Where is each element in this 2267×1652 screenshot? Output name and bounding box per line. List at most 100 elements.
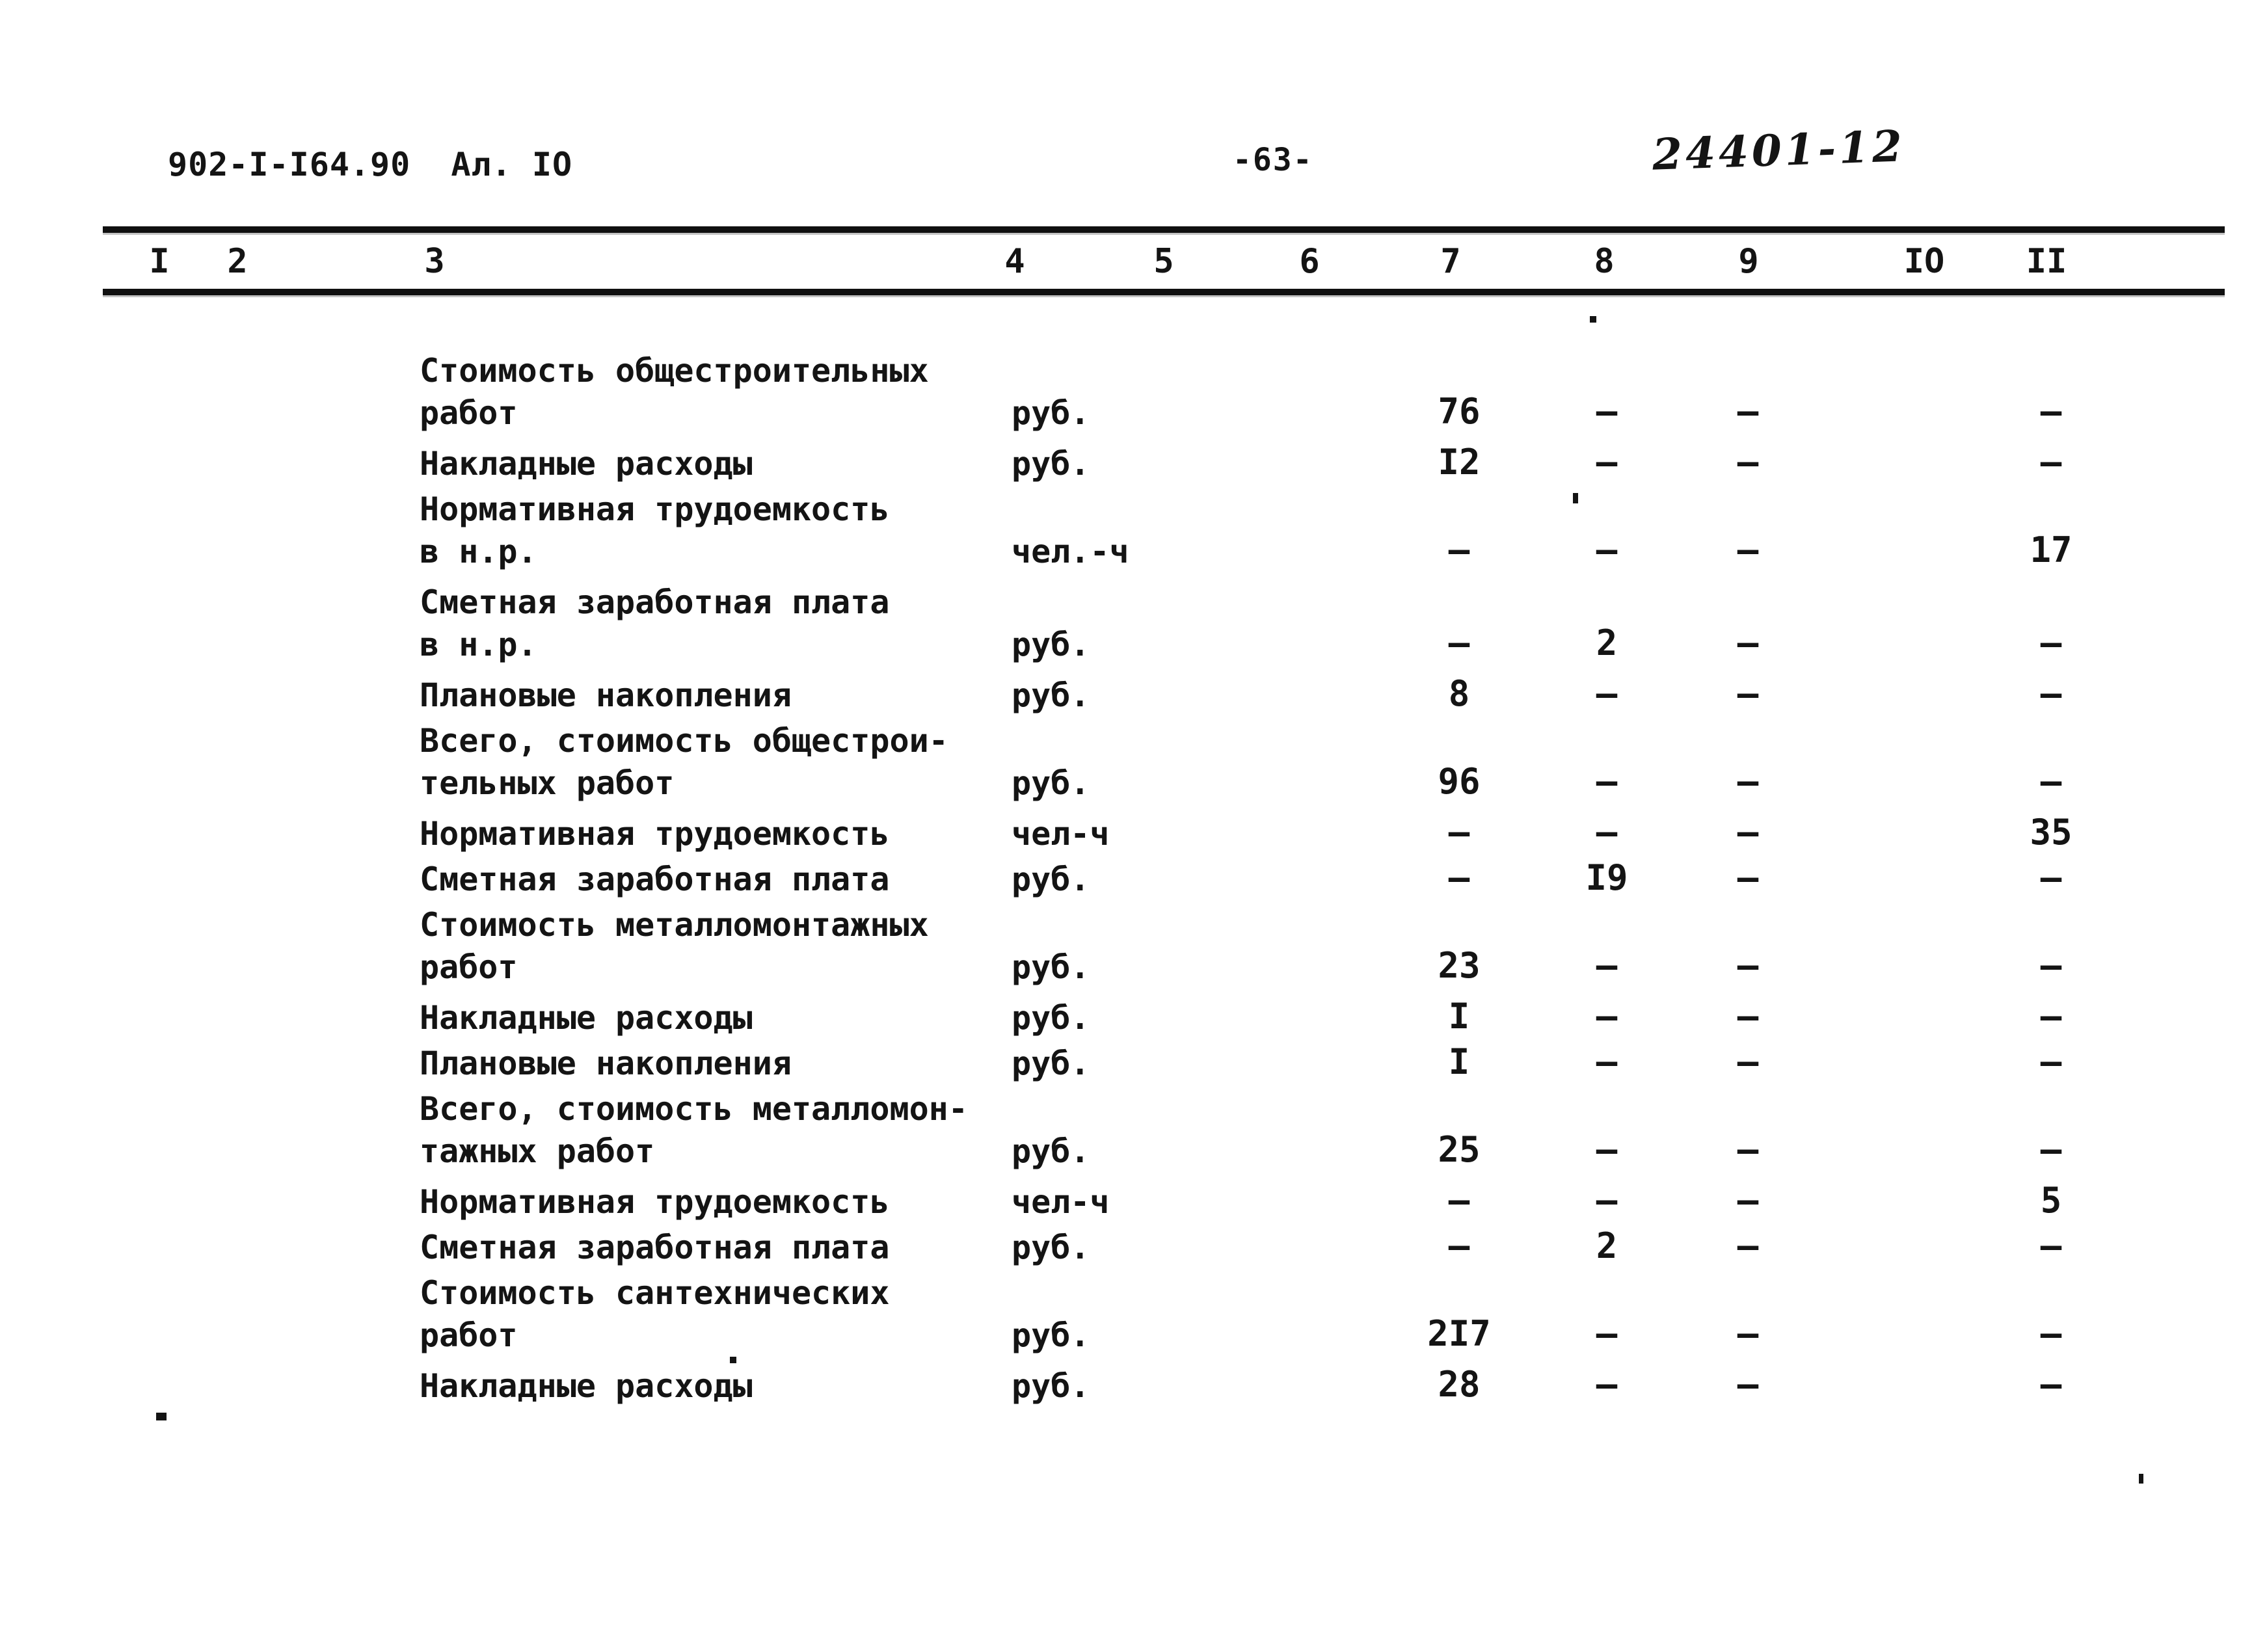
row-12-label-line-2: тажных работ (420, 1132, 655, 1170)
row-3-label-line-2: в н.р. (420, 533, 537, 570)
row-1-label-line-2: работ (420, 394, 518, 432)
row-3-value-col7: — (1448, 529, 1470, 570)
row-3-value-col11: 17 (2030, 529, 2072, 570)
row-7-value-col11: 35 (2030, 812, 2072, 853)
row-16-label-line-1: Накладные расходы (420, 1367, 753, 1405)
row-8-value-col7: — (1448, 857, 1470, 898)
row-4-value-col7: — (1448, 622, 1470, 663)
page-number: -63- (1233, 142, 1313, 178)
row-13-label-line-1: Нормативная трудоемкость (420, 1183, 890, 1221)
column-header-8: 8 (1594, 242, 1615, 281)
handwritten-stamp-number: 24401-12 (1651, 120, 1907, 180)
row-5-value-col8: — (1596, 673, 1618, 714)
row-14-unit: руб. (1012, 1229, 1090, 1266)
row-10-value-col8: — (1596, 996, 1618, 1037)
row-12-value-col11: — (2040, 1129, 2062, 1170)
row-10-unit: руб. (1012, 999, 1090, 1037)
row-8-value-col11: — (2040, 857, 2062, 898)
table-header-rule (103, 289, 2225, 295)
row-5-value-col7: 8 (1448, 673, 1470, 714)
table-top-rule (103, 226, 2225, 233)
scan-speck (156, 1413, 167, 1420)
row-14-value-col11: — (2040, 1225, 2062, 1266)
row-6-unit: руб. (1012, 764, 1090, 802)
row-9-label-line-1: Стоимость металломонтажных (420, 906, 929, 944)
row-7-value-col8: — (1596, 812, 1618, 853)
row-9-value-col9: — (1737, 945, 1759, 986)
row-14-value-col7: — (1448, 1225, 1470, 1266)
scan-speck (1573, 493, 1578, 503)
row-16-value-col7: 28 (1438, 1364, 1481, 1405)
row-9-label-line-2: работ (420, 948, 518, 986)
scan-speck (730, 1357, 736, 1363)
row-12-value-col9: — (1737, 1129, 1759, 1170)
row-16-unit: руб. (1012, 1367, 1090, 1405)
row-8-unit: руб. (1012, 860, 1090, 898)
row-15-value-col7: 2I7 (1427, 1313, 1491, 1354)
row-6-value-col11: — (2040, 761, 2062, 802)
row-3-label-line-1: Нормативная трудоемкость (420, 490, 890, 528)
row-6-value-col8: — (1596, 761, 1618, 802)
row-5-value-col11: — (2040, 673, 2062, 714)
row-11-value-col8: — (1596, 1041, 1618, 1082)
row-11-value-col11: — (2040, 1041, 2062, 1082)
row-2-value-col7: I2 (1438, 442, 1481, 483)
row-10-label-line-1: Накладные расходы (420, 999, 753, 1037)
row-7-unit: чел-ч (1012, 815, 1110, 853)
column-header-6: 6 (1299, 242, 1320, 281)
row-2-unit: руб. (1012, 445, 1090, 483)
row-13-value-col8: — (1596, 1180, 1618, 1221)
row-5-label-line-1: Плановые накопления (420, 676, 792, 714)
column-header-4: 4 (1004, 242, 1025, 281)
row-1-value-col11: — (2040, 391, 2062, 432)
row-10-value-col7: I (1448, 996, 1470, 1037)
row-8-value-col9: — (1737, 857, 1759, 898)
column-header-10: IO (1903, 242, 1945, 281)
column-header-5: 5 (1153, 242, 1174, 281)
row-9-value-col11: — (2040, 945, 2062, 986)
row-13-value-col9: — (1737, 1180, 1759, 1221)
row-13-value-col11: 5 (2040, 1180, 2062, 1221)
row-16-value-col9: — (1737, 1364, 1759, 1405)
row-6-value-col9: — (1737, 761, 1759, 802)
row-7-label-line-1: Нормативная трудоемкость (420, 815, 890, 853)
row-10-value-col11: — (2040, 996, 2062, 1037)
row-14-value-col9: — (1737, 1225, 1759, 1266)
row-1-unit: руб. (1012, 394, 1090, 432)
row-3-unit: чел.-ч (1012, 533, 1129, 570)
row-9-unit: руб. (1012, 948, 1090, 986)
row-11-label-line-1: Плановые накопления (420, 1045, 792, 1082)
row-4-label-line-1: Сметная заработная плата (420, 583, 890, 621)
row-13-unit: чел-ч (1012, 1183, 1110, 1221)
row-11-unit: руб. (1012, 1045, 1090, 1082)
row-15-label-line-2: работ (420, 1316, 518, 1354)
row-13-value-col7: — (1448, 1180, 1470, 1221)
row-15-unit: руб. (1012, 1316, 1090, 1354)
column-header-2: 2 (227, 242, 248, 281)
row-3-value-col9: — (1737, 529, 1759, 570)
column-header-7: 7 (1440, 242, 1461, 281)
row-11-value-col9: — (1737, 1041, 1759, 1082)
row-4-value-col9: — (1737, 622, 1759, 663)
row-12-label-line-1: Всего, стоимость металломон- (420, 1090, 968, 1128)
column-header-11: II (2026, 242, 2067, 281)
row-3-value-col8: — (1596, 529, 1618, 570)
scan-speck (2139, 1474, 2143, 1484)
column-header-3: 3 (424, 242, 445, 281)
row-12-value-col7: 25 (1438, 1129, 1481, 1170)
row-14-value-col8: 2 (1596, 1225, 1618, 1266)
row-1-value-col8: — (1596, 391, 1618, 432)
row-1-value-col7: 76 (1438, 391, 1481, 432)
row-12-unit: руб. (1012, 1132, 1090, 1170)
row-16-value-col8: — (1596, 1364, 1618, 1405)
row-2-label-line-1: Накладные расходы (420, 445, 753, 483)
row-15-value-col9: — (1737, 1313, 1759, 1354)
row-8-value-col8: I9 (1585, 857, 1628, 898)
row-15-value-col8: — (1596, 1313, 1618, 1354)
row-9-value-col8: — (1596, 945, 1618, 986)
row-7-value-col9: — (1737, 812, 1759, 853)
row-7-value-col7: — (1448, 812, 1470, 853)
row-12-value-col8: — (1596, 1129, 1618, 1170)
row-10-value-col9: — (1737, 996, 1759, 1037)
